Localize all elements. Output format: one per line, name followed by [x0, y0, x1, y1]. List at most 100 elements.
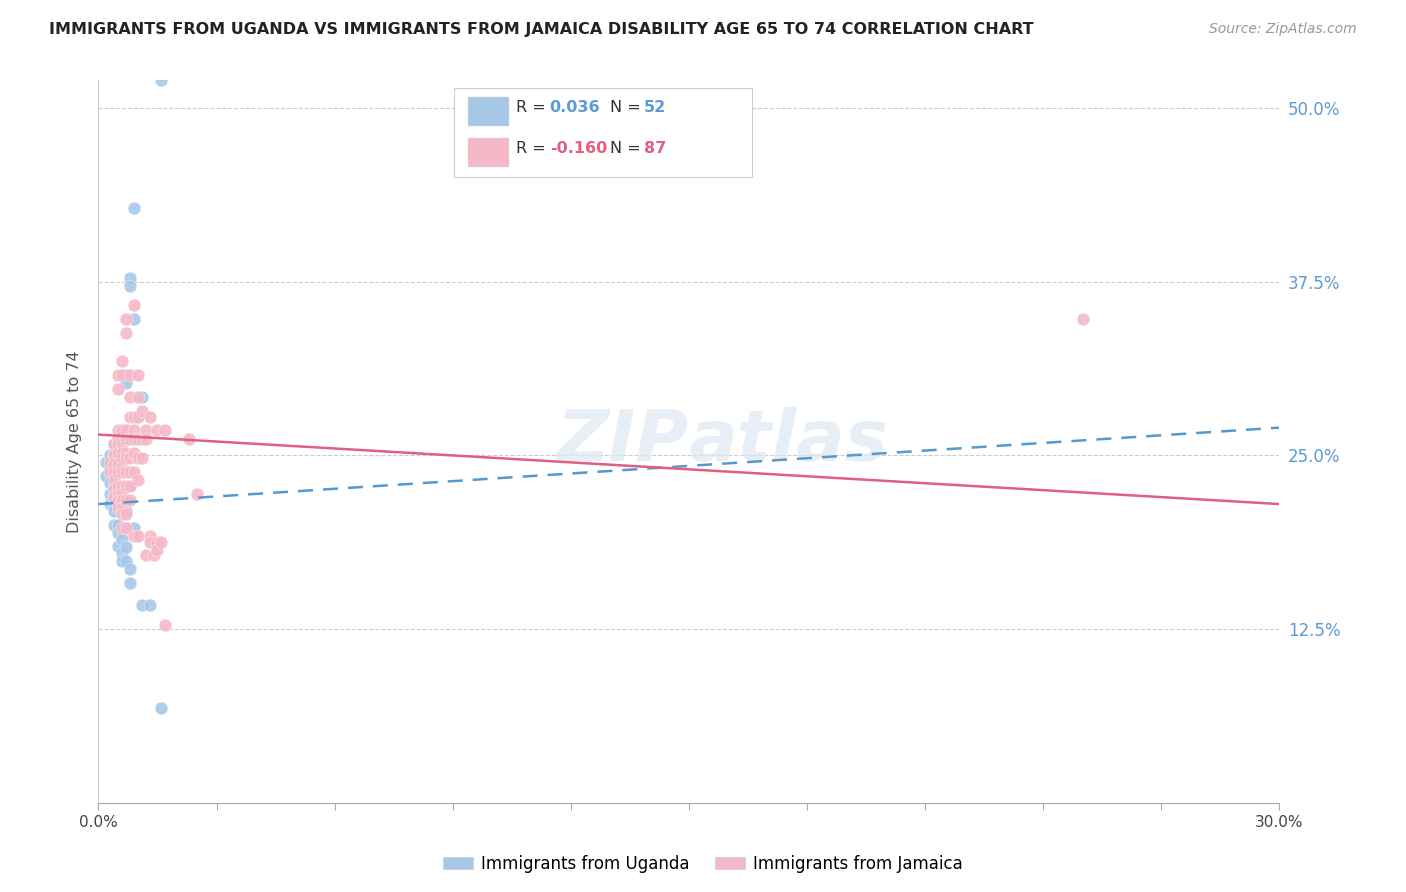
Point — [115, 376, 138, 391]
Point — [127, 432, 149, 446]
Point — [107, 487, 129, 501]
Point — [111, 546, 134, 560]
Point — [96, 469, 118, 483]
Point — [111, 492, 134, 507]
Point — [98, 449, 121, 463]
Point — [118, 409, 141, 424]
Point — [111, 354, 134, 368]
Point — [135, 549, 157, 563]
Point — [118, 479, 141, 493]
Point — [118, 492, 141, 507]
Text: 87: 87 — [644, 141, 666, 156]
Point — [107, 424, 129, 438]
Point — [107, 465, 129, 479]
Point — [127, 390, 149, 404]
Point — [138, 529, 160, 543]
Point — [98, 487, 121, 501]
Point — [103, 457, 125, 471]
Point — [118, 576, 141, 591]
Point — [98, 465, 121, 479]
Point — [122, 529, 145, 543]
Point — [96, 455, 118, 469]
Point — [115, 465, 138, 479]
Point — [107, 382, 129, 396]
Point — [122, 424, 145, 438]
Point — [111, 532, 134, 546]
Point — [103, 497, 125, 511]
Point — [107, 526, 129, 541]
Point — [115, 504, 138, 518]
Point — [127, 368, 149, 382]
Point — [122, 298, 145, 312]
Text: -0.160: -0.160 — [550, 141, 607, 156]
Point — [146, 534, 169, 549]
Point — [111, 554, 134, 568]
Point — [138, 534, 160, 549]
Point — [135, 432, 157, 446]
Point — [107, 539, 129, 553]
Point — [155, 424, 177, 438]
Point — [111, 445, 134, 459]
Point — [115, 368, 138, 382]
Point — [142, 549, 165, 563]
Point — [103, 449, 125, 463]
Point — [127, 451, 149, 466]
Point — [131, 390, 153, 404]
Point — [103, 449, 125, 463]
Text: IMMIGRANTS FROM UGANDA VS IMMIGRANTS FROM JAMAICA DISABILITY AGE 65 TO 74 CORREL: IMMIGRANTS FROM UGANDA VS IMMIGRANTS FRO… — [49, 22, 1033, 37]
Point — [111, 521, 134, 535]
Y-axis label: Disability Age 65 to 74: Disability Age 65 to 74 — [67, 351, 83, 533]
Point — [118, 562, 141, 576]
Point — [107, 457, 129, 471]
Point — [98, 476, 121, 491]
Text: N =: N = — [610, 100, 645, 115]
Point — [115, 465, 138, 479]
Legend: Immigrants from Uganda, Immigrants from Jamaica: Immigrants from Uganda, Immigrants from … — [436, 848, 970, 880]
Point — [103, 517, 125, 532]
Point — [118, 270, 141, 285]
Point — [115, 312, 138, 326]
Point — [98, 462, 121, 476]
Point — [146, 542, 169, 557]
Point — [150, 701, 173, 715]
Point — [98, 497, 121, 511]
Point — [138, 599, 160, 613]
Point — [118, 432, 141, 446]
Point — [122, 521, 145, 535]
Point — [122, 312, 145, 326]
Point — [115, 445, 138, 459]
Point — [155, 618, 177, 632]
Point — [122, 201, 145, 215]
Point — [115, 521, 138, 535]
Point — [127, 409, 149, 424]
Point — [146, 424, 169, 438]
Point — [115, 451, 138, 466]
Text: atlas: atlas — [689, 407, 889, 476]
Point — [118, 465, 141, 479]
Point — [122, 465, 145, 479]
Point — [115, 432, 138, 446]
Point — [131, 404, 153, 418]
Point — [115, 326, 138, 340]
Point — [107, 497, 129, 511]
Text: ZIP: ZIP — [557, 407, 689, 476]
Text: R =: R = — [516, 141, 551, 156]
Point — [115, 432, 138, 446]
Point — [103, 457, 125, 471]
Point — [118, 279, 141, 293]
Point — [150, 73, 173, 87]
Point — [103, 490, 125, 504]
Point — [111, 490, 134, 504]
Point — [107, 490, 129, 504]
Point — [118, 451, 141, 466]
Point — [115, 554, 138, 568]
Point — [103, 483, 125, 498]
Point — [115, 540, 138, 554]
Point — [107, 445, 129, 459]
Point — [111, 487, 134, 501]
Point — [107, 517, 129, 532]
Point — [103, 482, 125, 496]
Text: 52: 52 — [644, 100, 666, 115]
Point — [103, 504, 125, 518]
Point — [111, 507, 134, 521]
